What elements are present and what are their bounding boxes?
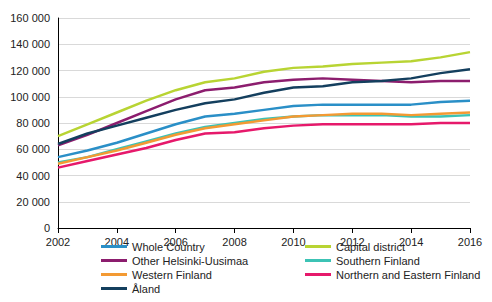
svg-text:0: 0 <box>44 222 50 234</box>
svg-text:100 000: 100 000 <box>10 91 50 103</box>
svg-text:Western Finland: Western Finland <box>132 269 212 281</box>
svg-text:Capital district: Capital district <box>336 241 405 253</box>
svg-text:2004: 2004 <box>104 235 130 248</box>
svg-text:Southern Finland: Southern Finland <box>336 255 420 267</box>
svg-text:80 000: 80 000 <box>16 117 50 129</box>
svg-text:140 000: 140 000 <box>10 38 50 50</box>
svg-text:40 000: 40 000 <box>16 170 50 182</box>
svg-text:20 000: 20 000 <box>16 196 50 208</box>
svg-text:2008: 2008 <box>222 236 246 248</box>
svg-text:Åland: Åland <box>132 283 160 295</box>
svg-text:2010: 2010 <box>281 236 305 248</box>
svg-text:Whole Country: Whole Country <box>132 241 205 253</box>
svg-text:60 000: 60 000 <box>16 143 50 155</box>
svg-text:2014: 2014 <box>398 235 424 248</box>
svg-text:2002: 2002 <box>46 236 70 248</box>
svg-text:120 000: 120 000 <box>10 65 50 77</box>
svg-text:2016: 2016 <box>458 236 482 248</box>
svg-text:160 000: 160 000 <box>10 12 50 24</box>
svg-text:Other Helsinki-Uusimaa: Other Helsinki-Uusimaa <box>132 255 249 267</box>
svg-text:Northern and Eastern Finland: Northern and Eastern Finland <box>336 269 480 281</box>
